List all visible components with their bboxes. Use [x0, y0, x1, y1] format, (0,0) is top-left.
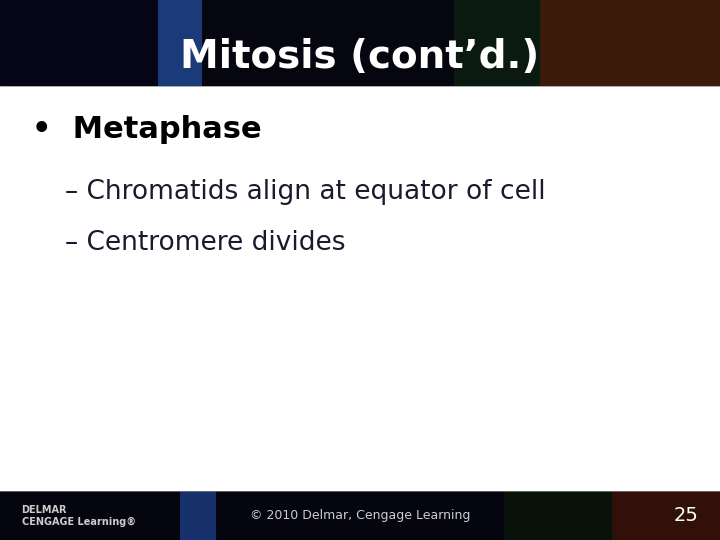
FancyBboxPatch shape: [540, 0, 720, 86]
FancyBboxPatch shape: [612, 491, 720, 540]
Text: – Chromatids align at equator of cell: – Chromatids align at equator of cell: [65, 179, 546, 205]
FancyBboxPatch shape: [216, 491, 504, 540]
Text: 25: 25: [673, 506, 698, 525]
FancyBboxPatch shape: [180, 491, 216, 540]
Text: •  Metaphase: • Metaphase: [32, 115, 262, 144]
FancyBboxPatch shape: [0, 0, 158, 86]
FancyBboxPatch shape: [0, 491, 180, 540]
Text: – Centromere divides: – Centromere divides: [65, 230, 346, 256]
FancyBboxPatch shape: [504, 491, 612, 540]
Text: © 2010 Delmar, Cengage Learning: © 2010 Delmar, Cengage Learning: [250, 509, 470, 522]
FancyBboxPatch shape: [454, 0, 540, 86]
FancyBboxPatch shape: [0, 0, 720, 86]
FancyBboxPatch shape: [202, 0, 454, 86]
FancyBboxPatch shape: [0, 491, 720, 540]
Text: DELMAR
CENGAGE Learning®: DELMAR CENGAGE Learning®: [22, 505, 136, 526]
FancyBboxPatch shape: [0, 86, 720, 491]
Text: Mitosis (cont’d.): Mitosis (cont’d.): [181, 38, 539, 76]
FancyBboxPatch shape: [158, 0, 202, 86]
